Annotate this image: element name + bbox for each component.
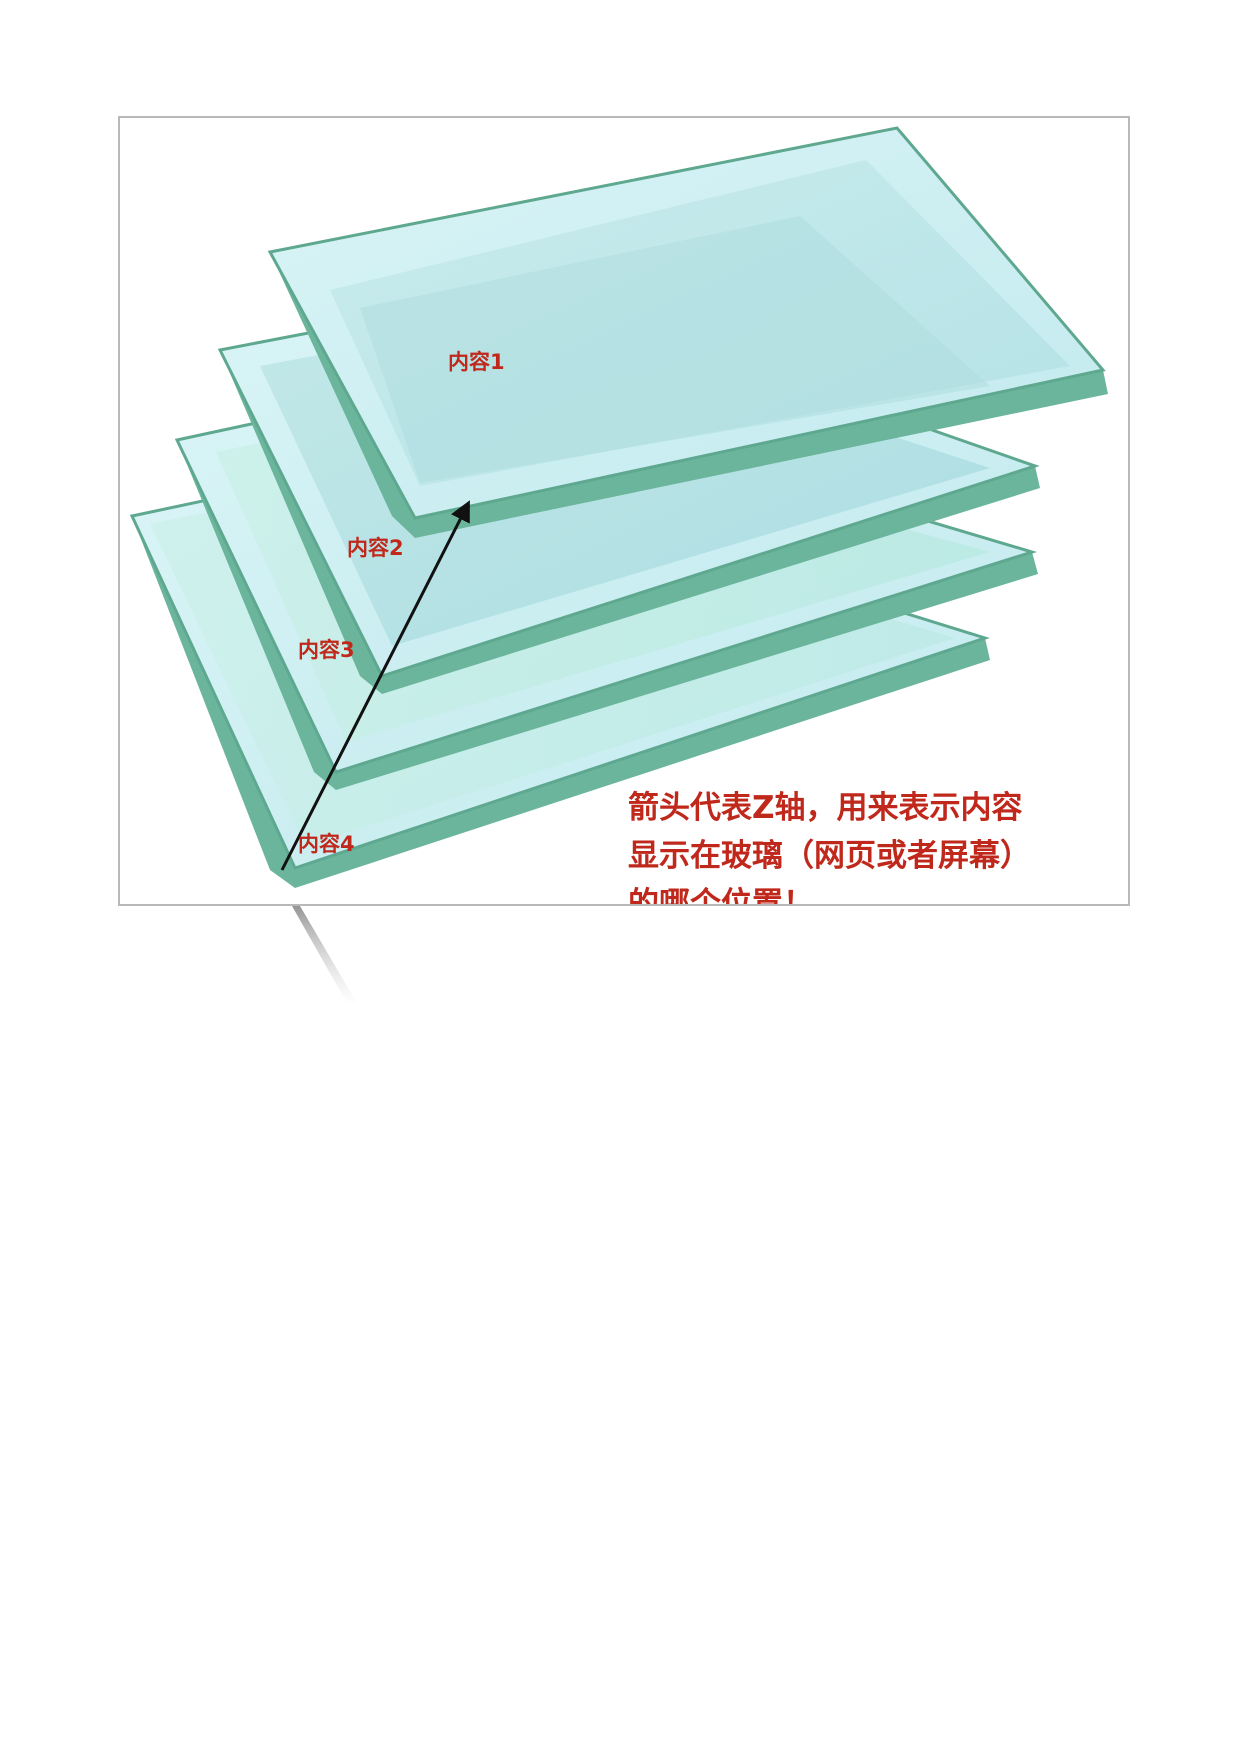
glass-layers-figure: 内容1 内容2 内容3 内容4 箭头代表Z轴，用来表示内容显示在玻璃（网页或者屏… — [118, 116, 1130, 906]
layer-label-3: 内容3 — [298, 638, 355, 662]
layer-label-1: 内容1 — [448, 350, 505, 374]
z-axis-caption: 箭头代表Z轴，用来表示内容显示在玻璃（网页或者屏幕）的哪个位置！ — [628, 790, 1031, 906]
glass-layers-illustration — [129, 126, 1108, 888]
layer-label-2: 内容2 — [347, 536, 404, 560]
z-axis-arrow — [280, 500, 470, 871]
layer-label-4: 内容4 — [298, 832, 355, 856]
glass-pane-1 — [267, 126, 1108, 538]
